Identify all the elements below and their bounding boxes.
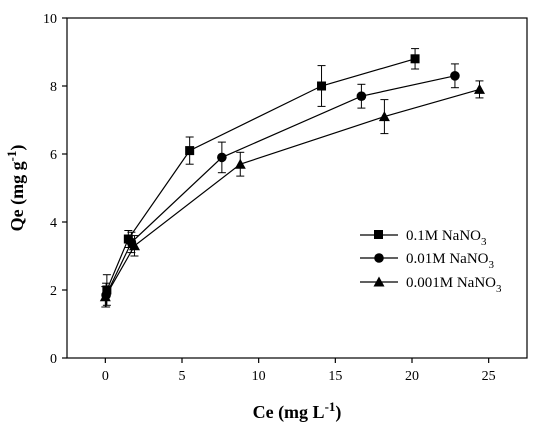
x-tick-label: 10 <box>252 369 266 384</box>
x-axis-title: Ce (mg L-1) <box>253 399 342 423</box>
svg-text:0.1M NaNO3: 0.1M NaNO3 <box>406 228 487 248</box>
data-point-triangle <box>474 83 485 94</box>
y-tick-label: 8 <box>50 80 57 95</box>
legend-marker-triangle <box>373 276 385 287</box>
data-point-triangle <box>99 291 111 302</box>
data-point-square <box>317 81 327 91</box>
y-axis-title: Qe (mg g-1) <box>4 145 28 232</box>
data-point-square <box>102 285 112 295</box>
svg-text:0.001M NaNO3: 0.001M NaNO3 <box>406 275 502 295</box>
legend-marker-square <box>374 230 383 239</box>
x-tick-label: 20 <box>405 369 419 384</box>
series-triangle <box>99 80 485 308</box>
y-tick-label: 2 <box>50 284 57 299</box>
data-point-square <box>185 146 195 156</box>
legend-marker-circle <box>374 253 384 263</box>
ticks-layer: 0 5 10 15 20 25 0 2 4 6 8 10 <box>43 12 496 384</box>
series-layer <box>99 48 485 308</box>
series-line <box>105 75 456 296</box>
legend-item-1: 0.01M NaNO3 <box>360 251 495 271</box>
data-point-circle <box>356 91 367 101</box>
data-point-square <box>410 54 420 64</box>
series-square <box>102 48 420 306</box>
series-line <box>106 58 416 291</box>
y-tick-label: 0 <box>50 352 57 367</box>
y-tick-label: 10 <box>43 12 57 27</box>
x-tick-label: 0 <box>102 369 109 384</box>
x-tick-label: 15 <box>328 369 342 384</box>
data-point-triangle <box>378 111 390 122</box>
legend: 0.1M NaNO3 0.01M NaNO3 0.001M NaNO3 <box>360 228 502 295</box>
series-circle <box>101 63 460 308</box>
plot-frame <box>66 17 528 359</box>
legend-label-0: 0.1M NaNO <box>406 228 481 244</box>
data-point-circle <box>217 152 227 163</box>
legend-item-0: 0.1M NaNO3 <box>360 228 487 248</box>
legend-label-1: 0.01M NaNO <box>406 251 489 267</box>
data-point-triangle <box>234 158 246 169</box>
x-tick-label: 5 <box>179 369 186 384</box>
y-tick-label: 4 <box>50 216 57 231</box>
legend-label-2: 0.001M NaNO <box>406 275 496 291</box>
data-point-circle <box>450 71 460 81</box>
legend-item-2: 0.001M NaNO3 <box>360 275 502 295</box>
y-tick-label: 6 <box>50 148 57 163</box>
x-tick-label: 25 <box>482 369 496 384</box>
svg-text:0.01M NaNO3: 0.01M NaNO3 <box>406 251 495 271</box>
data-point-triangle <box>129 240 140 251</box>
